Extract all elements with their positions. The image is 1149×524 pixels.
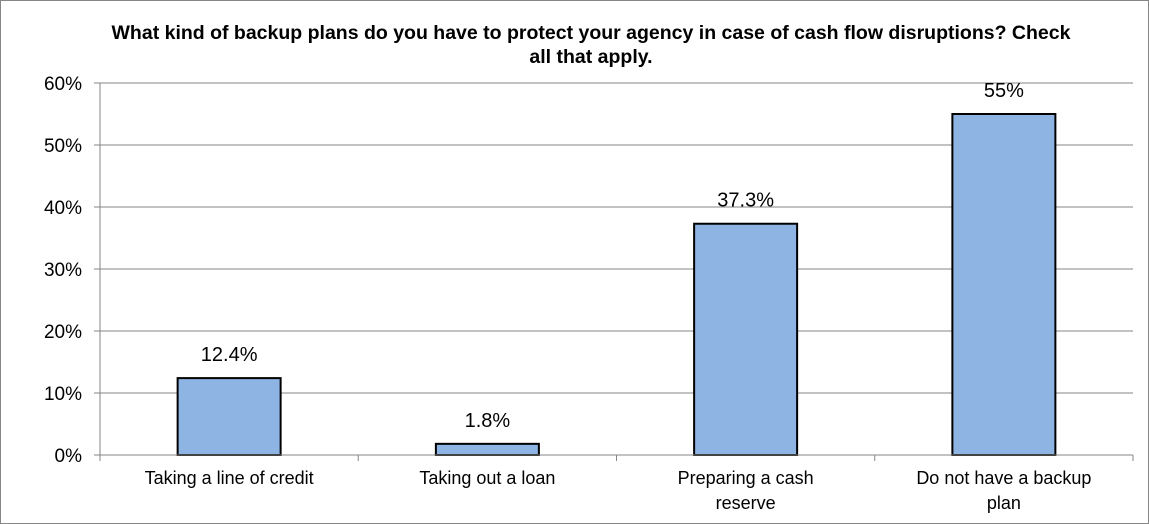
y-tick-label: 20% — [44, 322, 82, 343]
data-label: 37.3% — [717, 190, 774, 212]
bar — [951, 113, 1057, 456]
y-tick-label: 40% — [44, 198, 82, 219]
x-category-label: Taking a line of credit — [145, 468, 314, 488]
y-tick-label: 10% — [44, 384, 82, 405]
data-label: 55% — [984, 80, 1024, 102]
bar — [693, 222, 799, 456]
bar — [434, 442, 540, 456]
data-label: 12.4% — [201, 344, 258, 366]
x-category-label: Do not have a backup — [916, 468, 1091, 488]
x-category-label: reserve — [716, 493, 776, 513]
y-tick-label: 50% — [44, 136, 82, 157]
y-tick-label: 0% — [55, 446, 83, 467]
y-tick-label: 30% — [44, 260, 82, 281]
chart-title: What kind of backup plans do you have to… — [111, 22, 1071, 68]
x-category-label: Preparing a cash — [678, 468, 814, 488]
x-category-label: plan — [987, 493, 1021, 513]
x-category-label: Taking out a loan — [419, 468, 555, 488]
bar — [176, 377, 282, 456]
data-label: 1.8% — [465, 410, 511, 432]
y-tick-label: 60% — [44, 74, 82, 95]
